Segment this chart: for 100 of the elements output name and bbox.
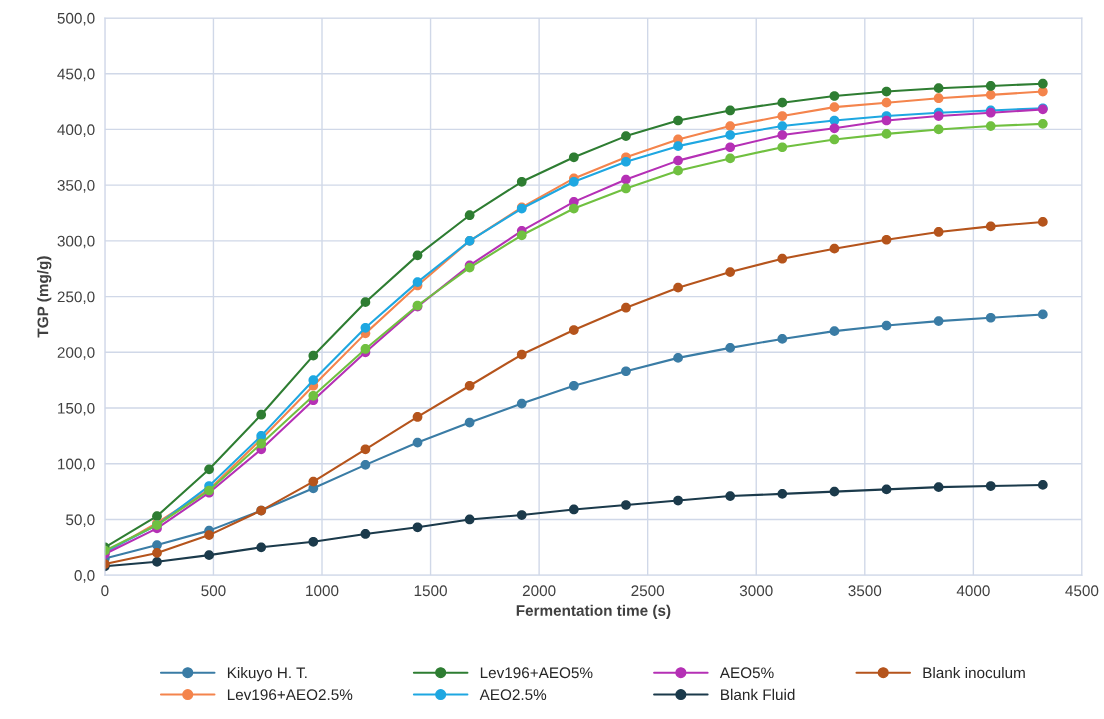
point xyxy=(985,121,996,131)
point xyxy=(933,124,944,135)
point xyxy=(621,131,631,141)
point xyxy=(1037,480,1048,490)
y-tick-label: 300,0 xyxy=(57,235,95,249)
point xyxy=(412,412,423,422)
point xyxy=(256,409,267,420)
point xyxy=(985,81,996,91)
y-tick-label: 0,0 xyxy=(74,570,95,583)
legend-label: Lev196+AEO2.5% xyxy=(227,689,353,701)
legend-label: Blank Fluid xyxy=(721,688,795,701)
y-tick-label: 500,0 xyxy=(57,12,95,26)
point xyxy=(829,134,840,145)
y-tick-label: 400,0 xyxy=(57,124,95,137)
point xyxy=(881,86,892,97)
point xyxy=(829,326,840,336)
point xyxy=(152,556,162,567)
x-tick-label: 1000 xyxy=(306,585,339,597)
point xyxy=(621,366,631,377)
x-tick-label: 0 xyxy=(101,585,109,597)
point xyxy=(360,460,371,470)
point xyxy=(933,316,944,326)
x-tick-label: 4000 xyxy=(956,585,990,597)
y-tick-label: 250,0 xyxy=(57,291,95,305)
point xyxy=(516,230,527,241)
point xyxy=(360,444,371,455)
point xyxy=(881,129,892,139)
point xyxy=(308,536,319,547)
point xyxy=(777,130,788,140)
legend-label: Kikuyo H. T. xyxy=(227,666,307,682)
point xyxy=(725,342,736,353)
point xyxy=(985,312,996,323)
point xyxy=(412,250,423,261)
point xyxy=(829,123,840,134)
point xyxy=(725,491,736,501)
point xyxy=(464,380,475,391)
point xyxy=(777,97,788,108)
point xyxy=(412,522,423,533)
point xyxy=(569,325,579,335)
point xyxy=(1037,309,1048,320)
x-tick-label: 2000 xyxy=(522,585,556,597)
point xyxy=(777,121,788,131)
point xyxy=(829,243,840,254)
point xyxy=(673,353,683,363)
point xyxy=(673,282,683,293)
point xyxy=(204,550,214,560)
point xyxy=(204,530,214,540)
point xyxy=(621,302,631,313)
point xyxy=(360,322,371,333)
legend-label: AEO5% xyxy=(719,667,774,679)
x-tick-label: 500 xyxy=(201,585,226,597)
point xyxy=(516,398,527,409)
point xyxy=(360,529,371,539)
point xyxy=(256,438,267,449)
x-tick-label: 4500 xyxy=(1065,585,1099,597)
point xyxy=(464,514,475,525)
point xyxy=(933,93,944,104)
point xyxy=(777,142,788,153)
point xyxy=(777,334,788,344)
point xyxy=(516,349,527,360)
point xyxy=(725,153,736,164)
point xyxy=(881,234,892,245)
y-tick-label: 150,0 xyxy=(58,402,95,416)
point xyxy=(777,488,788,499)
point xyxy=(725,267,736,277)
point xyxy=(621,500,631,510)
point xyxy=(933,482,944,493)
y-tick-label: 200,0 xyxy=(57,347,95,360)
y-tick-label: 350,0 xyxy=(57,180,95,193)
y-tick-label: 100,0 xyxy=(58,458,95,472)
point xyxy=(569,380,579,391)
point xyxy=(308,390,319,401)
point xyxy=(673,115,683,126)
point xyxy=(881,484,892,495)
point xyxy=(308,476,319,487)
x-tick-label: 2500 xyxy=(631,585,665,597)
y-tick-label: 50,0 xyxy=(66,514,95,527)
point xyxy=(621,183,631,194)
point xyxy=(152,511,162,521)
x-tick-label: 3500 xyxy=(848,585,882,597)
point xyxy=(725,105,736,116)
point xyxy=(725,121,736,131)
point xyxy=(673,141,683,151)
point xyxy=(725,130,736,140)
point xyxy=(360,344,371,354)
point xyxy=(673,165,683,176)
point xyxy=(412,437,423,448)
point xyxy=(204,464,214,475)
point xyxy=(569,203,579,214)
point xyxy=(1037,217,1048,227)
point xyxy=(933,83,944,94)
point xyxy=(569,504,579,515)
y-tick-label: 450,0 xyxy=(57,68,95,82)
point xyxy=(464,417,475,428)
point xyxy=(569,152,579,163)
x-tick-label: 3000 xyxy=(739,585,773,597)
point xyxy=(464,210,475,221)
point xyxy=(673,155,683,166)
legend-label: AEO2.5% xyxy=(479,689,547,701)
point xyxy=(725,142,736,153)
